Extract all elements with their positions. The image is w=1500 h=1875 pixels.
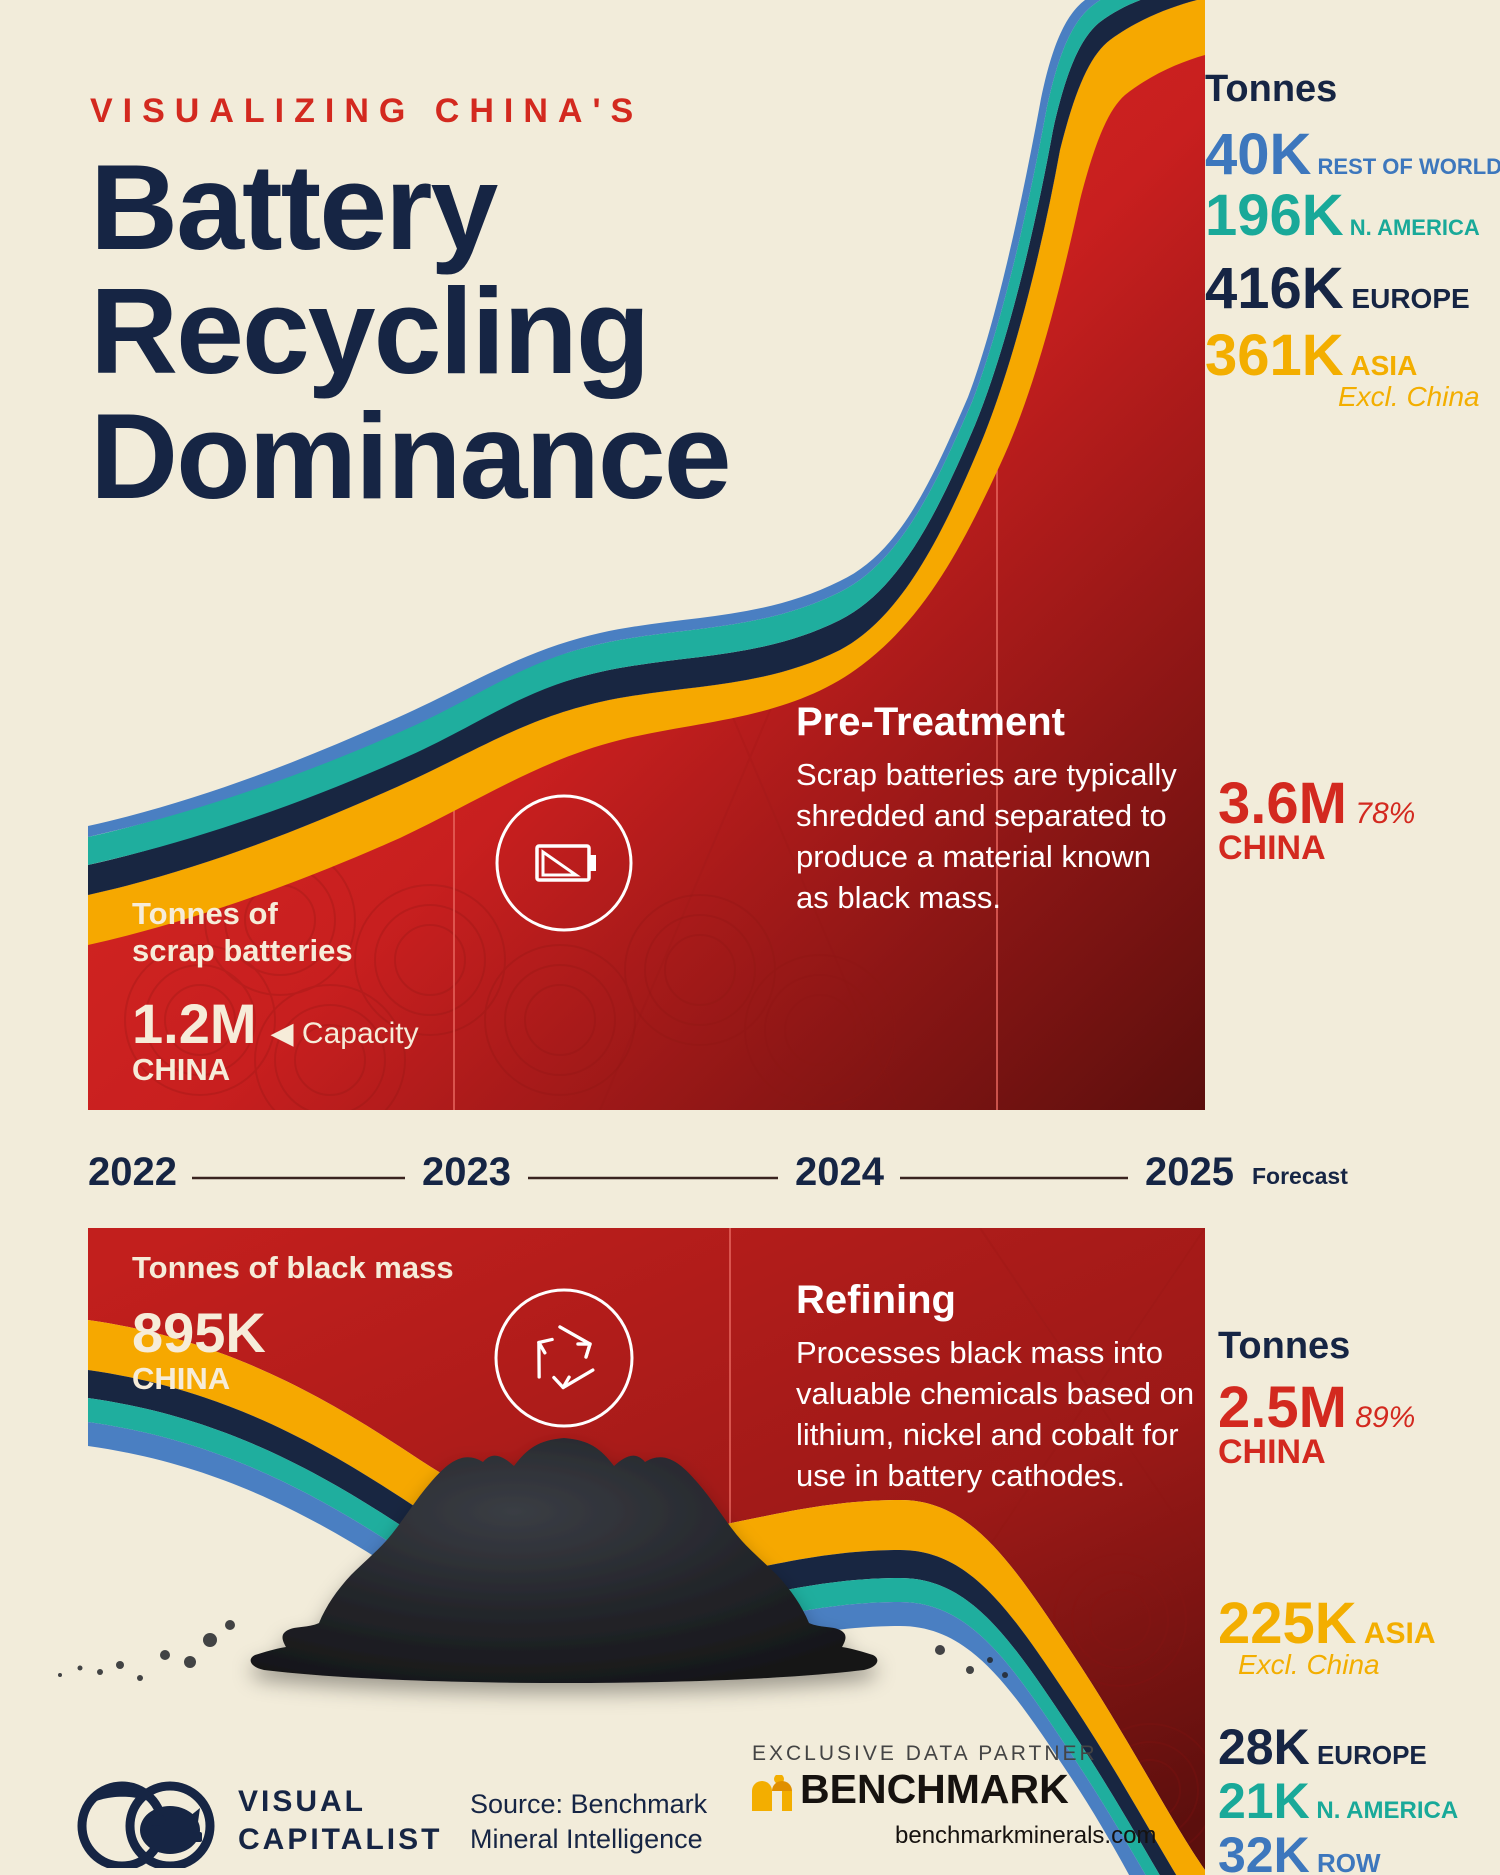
svg-text:$: $ [100,1832,108,1847]
